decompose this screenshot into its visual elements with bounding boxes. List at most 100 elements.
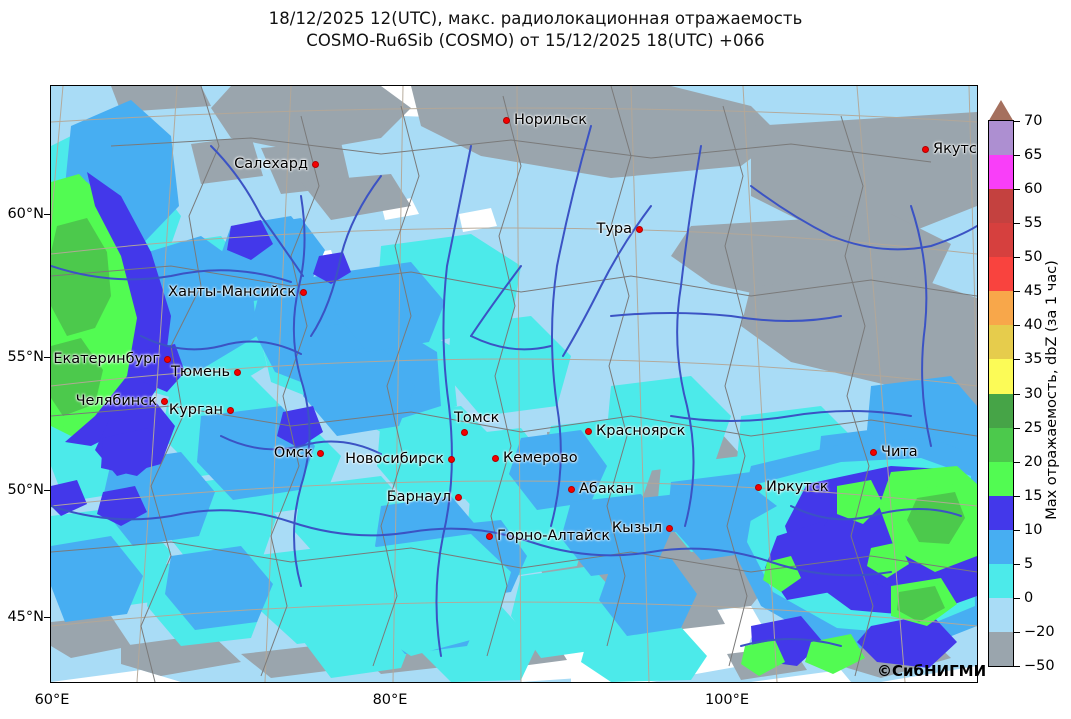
- latitude-tick-mark: [44, 357, 50, 358]
- colorbar-axis-title: Max отражаемость, dbZ (за 1 час): [1044, 260, 1060, 520]
- city-label: Красноярск: [596, 423, 686, 439]
- colorbar-tick-mark: [1013, 666, 1020, 667]
- city-dot-icon: [454, 493, 462, 501]
- city-dot-icon: [584, 427, 592, 435]
- city-dot-icon: [160, 397, 168, 405]
- colorbar-band: [989, 121, 1013, 156]
- colorbar-tick-mark: [1013, 189, 1020, 191]
- city-dot-icon: [921, 145, 929, 153]
- latitude-tick-mark: [44, 617, 50, 618]
- city-dot-icon: [163, 355, 171, 363]
- colorbar[interactable]: [988, 120, 1014, 667]
- city-dot-icon: [502, 116, 510, 124]
- city-label: Иркутск: [766, 479, 829, 495]
- latitude-tick-label: 55°N: [7, 349, 44, 365]
- latitude-tick-label: 50°N: [7, 482, 44, 498]
- page-title: 18/12/2025 12(UTC), макс. радиолокационн…: [0, 8, 1071, 53]
- colorbar-band: [989, 529, 1013, 564]
- city-label: Ханты-Мансийск: [168, 284, 296, 300]
- colorbar-tick-mark: [1013, 359, 1020, 361]
- colorbar-tick-label: 30: [1024, 385, 1043, 402]
- city-label: Абакан: [579, 481, 634, 497]
- colorbar-tick-mark: [1013, 495, 1020, 497]
- colorbar-band: [989, 563, 1013, 598]
- colorbar-band: [989, 189, 1013, 224]
- city-dot-icon: [665, 524, 673, 532]
- city-label: Новосибирск: [345, 451, 444, 467]
- colorbar-tick-label: −50: [1024, 658, 1055, 674]
- colorbar-tick-label: −20: [1024, 623, 1055, 640]
- colorbar-tick-label: 45: [1024, 283, 1043, 300]
- city-label: Екатеринбург: [53, 351, 160, 367]
- colorbar-tick-label: 65: [1024, 147, 1043, 164]
- colorbar-tick-label: 35: [1024, 351, 1043, 368]
- colorbar-tick-label: 15: [1024, 487, 1043, 504]
- latitude-tick-mark: [44, 214, 50, 215]
- latitude-tick-label: 60°N: [7, 206, 44, 222]
- longitude-tick-label: 80°E: [372, 692, 408, 708]
- city-label: Кызыл: [611, 520, 662, 536]
- colorbar-tick-label: 0: [1024, 589, 1034, 606]
- city-label: Барнаул: [386, 489, 451, 505]
- city-label: Омск: [273, 445, 313, 461]
- colorbar-band: [989, 631, 1013, 666]
- city-label: Томск: [454, 409, 500, 426]
- colorbar-tick-label: 20: [1024, 453, 1043, 470]
- city-label: Кемерово: [503, 450, 578, 466]
- colorbar-band: [989, 427, 1013, 462]
- city-dot-icon: [485, 532, 493, 540]
- colorbar-tick-mark: [1013, 393, 1020, 395]
- city-label: Курган: [168, 402, 223, 418]
- colorbar-tick-mark: [1013, 291, 1020, 293]
- title-line-2: COSMO-Ru6Sib (COSMO) от 15/12/2025 18(UT…: [306, 31, 765, 51]
- colorbar-tick-mark: [1013, 597, 1020, 599]
- colorbar-tick-mark: [1013, 563, 1020, 565]
- longitude-tick-label: 100°E: [704, 692, 750, 708]
- city-dot-icon: [299, 288, 307, 296]
- city-dot-icon: [233, 368, 241, 376]
- colorbar-over-arrow: [988, 100, 1014, 122]
- city-dot-icon: [460, 428, 468, 436]
- colorbar-tick-label: 5: [1024, 555, 1034, 572]
- colorbar-band: [989, 257, 1013, 292]
- latitude-tick-label: 45°N: [7, 609, 44, 625]
- city-dot-icon: [491, 454, 499, 462]
- colorbar-tick-mark: [1013, 631, 1020, 633]
- city-label: Тура: [596, 221, 632, 237]
- colorbar-band: [989, 325, 1013, 360]
- city-label: Якутск: [933, 141, 977, 157]
- city-dot-icon: [316, 449, 324, 457]
- city-dot-icon: [311, 160, 319, 168]
- city-dot-icon: [447, 455, 455, 463]
- colorbar-band: [989, 393, 1013, 428]
- colorbar-tick-label: 70: [1024, 113, 1043, 129]
- city-label: Горно-Алтайск: [497, 528, 611, 544]
- colorbar-tick-label: 40: [1024, 317, 1043, 334]
- colorbar-tick-label: 60: [1024, 181, 1043, 198]
- city-dot-icon: [226, 406, 234, 414]
- city-label: Челябинск: [75, 393, 157, 409]
- colorbar-tick-label: 50: [1024, 249, 1043, 266]
- city-label: Чита: [881, 444, 918, 460]
- colorbar-tick-mark: [1013, 325, 1020, 327]
- colorbar-tick-mark: [1013, 223, 1020, 225]
- colorbar-band: [989, 495, 1013, 530]
- colorbar-tick-mark: [1013, 461, 1020, 463]
- colorbar-band: [989, 223, 1013, 258]
- city-dot-icon: [567, 485, 575, 493]
- radar-map-canvas: [51, 86, 977, 682]
- colorbar-tick-mark: [1013, 529, 1020, 531]
- radar-map[interactable]: Норильск Якутск Салехард Тура Ханты-Мансийск…: [50, 85, 978, 683]
- colorbar-tick-mark: [1013, 427, 1020, 429]
- colorbar-tick-label: 10: [1024, 521, 1043, 538]
- colorbar-band: [989, 359, 1013, 394]
- city-dot-icon: [754, 483, 762, 491]
- colorbar-band: [989, 155, 1013, 190]
- city-dot-icon: [635, 225, 643, 233]
- longitude-tick-label: 60°E: [34, 692, 70, 708]
- title-line-1: 18/12/2025 12(UTC), макс. радиолокационн…: [268, 9, 803, 28]
- colorbar-band: [989, 461, 1013, 496]
- colorbar-band: [989, 291, 1013, 326]
- city-label: Тюмень: [171, 364, 230, 380]
- latitude-tick-mark: [44, 490, 50, 491]
